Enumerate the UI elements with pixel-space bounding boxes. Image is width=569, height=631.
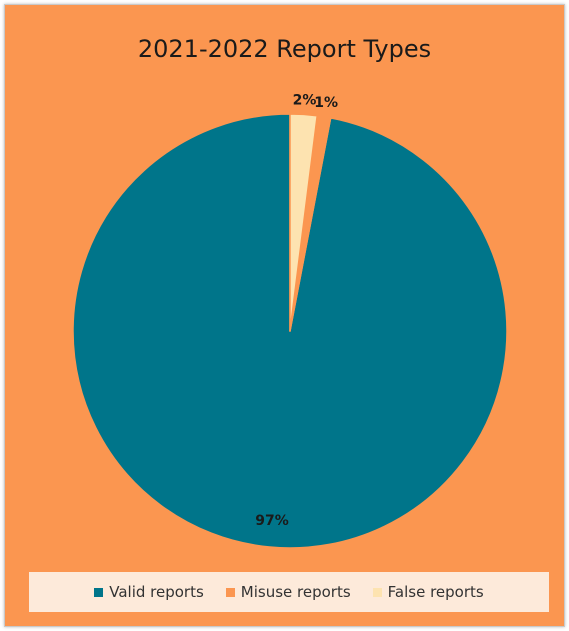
pie-slice-false-reports: [289, 113, 318, 332]
data-label-valid-reports: 97%: [255, 513, 289, 529]
legend: Valid reports Misuse reports False repor…: [29, 572, 549, 612]
data-label-misuse-reports: 1%: [314, 95, 338, 111]
legend-swatch-false: [372, 587, 382, 597]
data-label-false-reports: 2%: [293, 92, 317, 108]
legend-label-false: False reports: [387, 583, 484, 601]
pie-chart: 97% 1%2%: [72, 92, 508, 549]
legend-item-valid: Valid reports: [94, 583, 204, 601]
legend-swatch-valid: [94, 587, 104, 597]
chart-title: 2021-2022 Report Types: [137, 35, 432, 63]
legend-label-misuse: Misuse reports: [240, 583, 351, 601]
legend-swatch-misuse: [225, 587, 235, 597]
legend-item-false: False reports: [372, 583, 484, 601]
chart-area: 2021-2022 Report Types 97% 1% 2% Valid rep…: [4, 4, 565, 627]
legend-item-misuse: Misuse reports: [225, 583, 351, 601]
legend-label-valid: Valid reports: [109, 583, 204, 601]
